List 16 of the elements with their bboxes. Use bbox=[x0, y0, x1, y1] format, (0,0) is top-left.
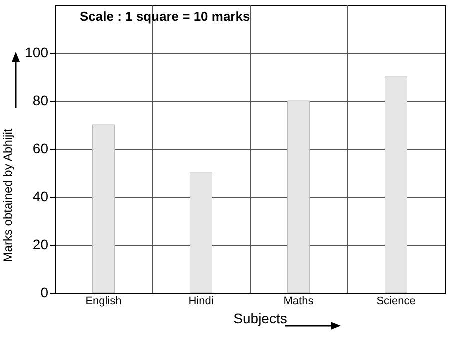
bar bbox=[385, 76, 408, 294]
y-tick-label: 0 bbox=[40, 284, 49, 300]
y-tick-label: 40 bbox=[32, 188, 49, 204]
y-tick-label: 100 bbox=[25, 44, 49, 60]
x-tick-label: English bbox=[86, 296, 122, 308]
y-tick-label: 20 bbox=[32, 236, 49, 252]
y-axis-title: Marks obtained by Abhijit bbox=[1, 128, 16, 262]
bar bbox=[288, 100, 310, 294]
y-tick-label: 80 bbox=[32, 92, 49, 108]
bar bbox=[190, 172, 212, 294]
y-tick-label: 60 bbox=[32, 140, 49, 156]
x-tick-label: Maths bbox=[284, 296, 314, 308]
x-tick-label: Hindi bbox=[188, 296, 214, 308]
x-tick-label: Science bbox=[376, 296, 416, 308]
x-axis-title: Subjects bbox=[234, 310, 288, 326]
bar bbox=[92, 124, 115, 294]
